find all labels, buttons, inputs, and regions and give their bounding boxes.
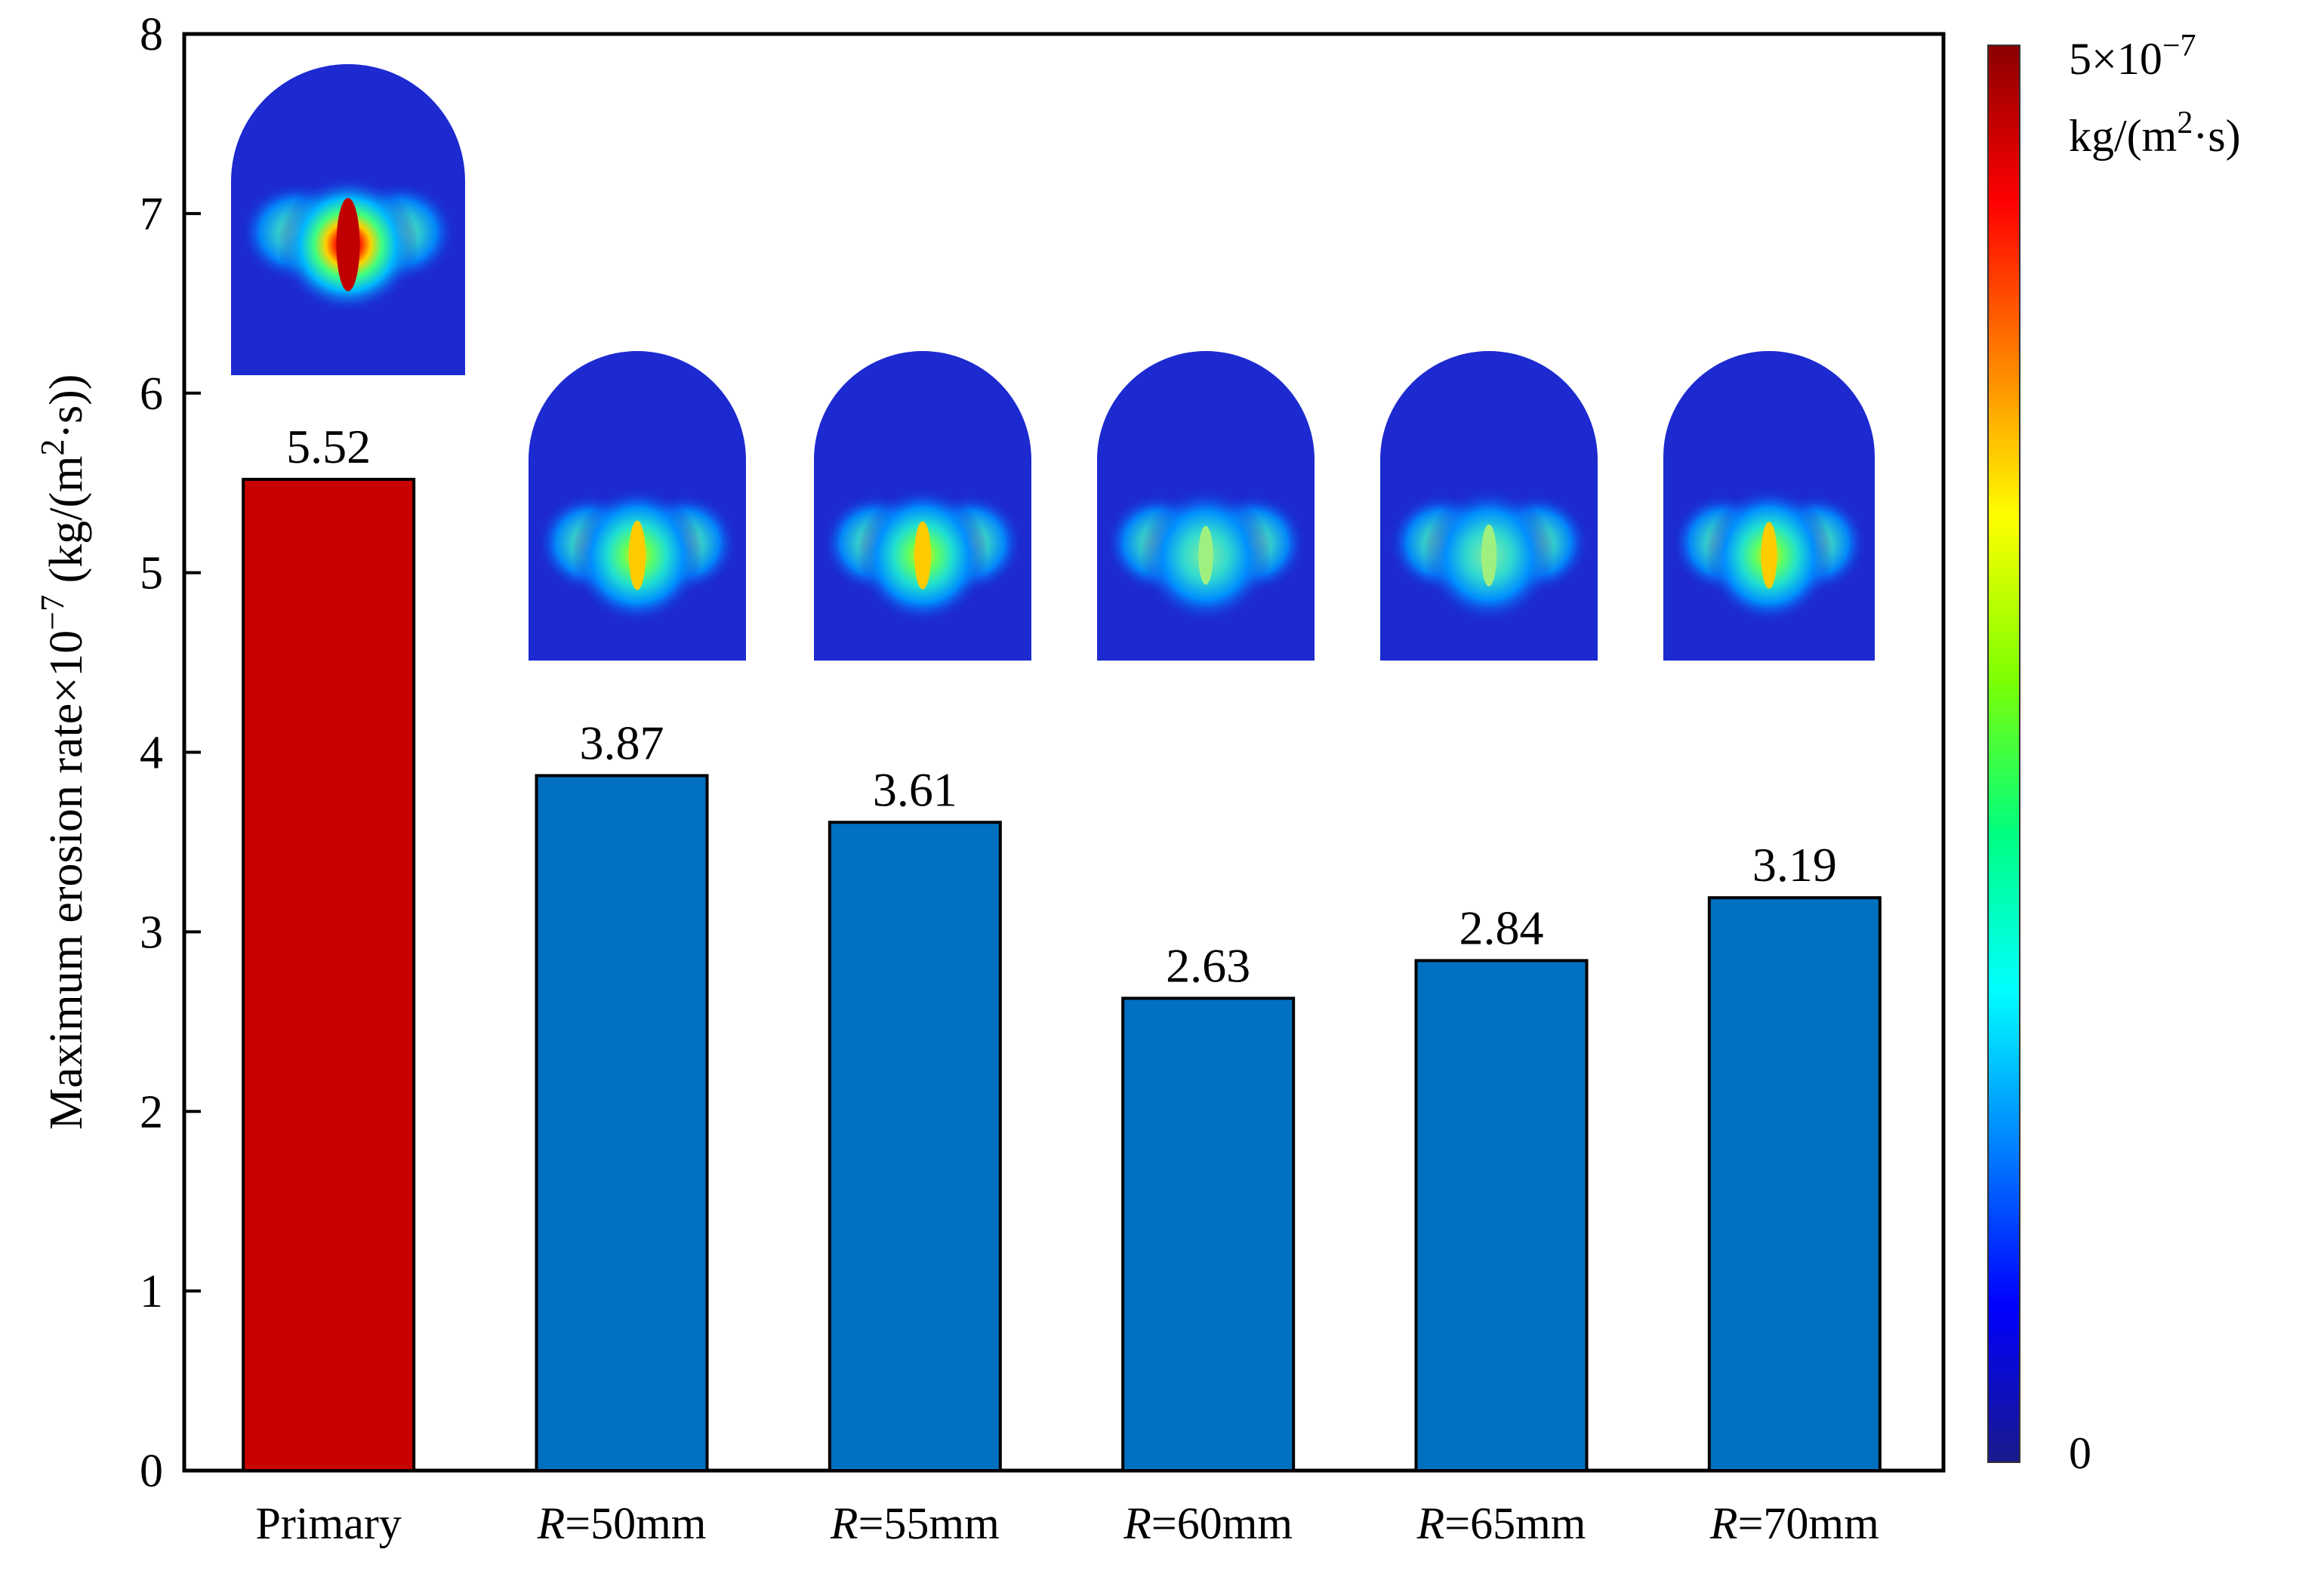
contour-insets: [231, 64, 1875, 661]
bar-value-label: 3.19: [1752, 838, 1837, 892]
y-tick-label: 8: [140, 9, 163, 60]
erosion-contour-inset: [1380, 351, 1598, 661]
inset-hot-spot: [1481, 524, 1497, 587]
y-axis: 0 1 2 3 4 5 6 7 8: [140, 9, 201, 1497]
x-category-label: Primary: [256, 1499, 402, 1548]
bars: [242, 477, 1882, 1473]
y-tick-label: 0: [140, 1446, 163, 1497]
bar-value-label: 2.84: [1459, 901, 1544, 954]
colorbar-gradient: [1987, 45, 2020, 1463]
bar: [1121, 996, 1296, 1473]
y-tick-label: 7: [140, 189, 163, 240]
x-category-label: R=55mm: [830, 1499, 1000, 1548]
x-category-label: R=70mm: [1709, 1499, 1879, 1548]
x-category-label: R=60mm: [1123, 1499, 1293, 1548]
bar-value-label: 3.61: [873, 762, 957, 816]
bar-value-label: 2.63: [1166, 938, 1250, 992]
y-tick-label: 4: [140, 728, 163, 779]
y-tick-label: 1: [140, 1266, 163, 1317]
y-tick-label: 3: [140, 907, 163, 958]
erosion-contour-inset: [1097, 351, 1315, 661]
x-axis-labels: Primary R=50mm R=55mm R=60mm R=65mm R=70mm: [256, 1499, 1879, 1548]
colorbar-unit-label: kg/(m2·s): [2069, 106, 2241, 161]
inset-hot-spot: [1198, 525, 1213, 585]
bar: [1414, 959, 1589, 1473]
colorbar-max-label: 5×10−7: [2069, 29, 2196, 84]
y-tick-label: 6: [140, 368, 163, 420]
inset-hot-spot: [628, 520, 646, 590]
inset-hot-spot: [914, 521, 931, 590]
inset-hot-spot: [1761, 522, 1777, 589]
x-category-label: R=50mm: [537, 1499, 707, 1548]
y-tick-label: 2: [140, 1086, 163, 1138]
bar-value-label: 3.87: [580, 716, 664, 769]
bar: [1707, 896, 1882, 1472]
y-axis-title: Maximum erosion rate×10−7 (kg/(m2·s)): [34, 374, 92, 1130]
y-tick-label: 5: [140, 548, 163, 599]
erosion-contour-inset: [1663, 351, 1875, 661]
bar: [242, 477, 416, 1472]
bar: [535, 774, 709, 1472]
inset-hot-spot: [336, 198, 360, 291]
x-category-label: R=65mm: [1416, 1499, 1586, 1548]
bar-value-label: 5.52: [286, 420, 371, 473]
erosion-contour-inset: [231, 64, 465, 375]
bar: [828, 821, 1002, 1472]
value-labels: 5.52 3.87 3.61 2.63 2.84 3.19: [286, 420, 1837, 992]
erosion-contour-inset: [814, 351, 1031, 661]
colorbar-min-label: 0: [2069, 1428, 2091, 1478]
erosion-contour-inset: [529, 351, 746, 661]
colorbar: 5×10−7 kg/(m2·s) 0: [1987, 29, 2241, 1478]
